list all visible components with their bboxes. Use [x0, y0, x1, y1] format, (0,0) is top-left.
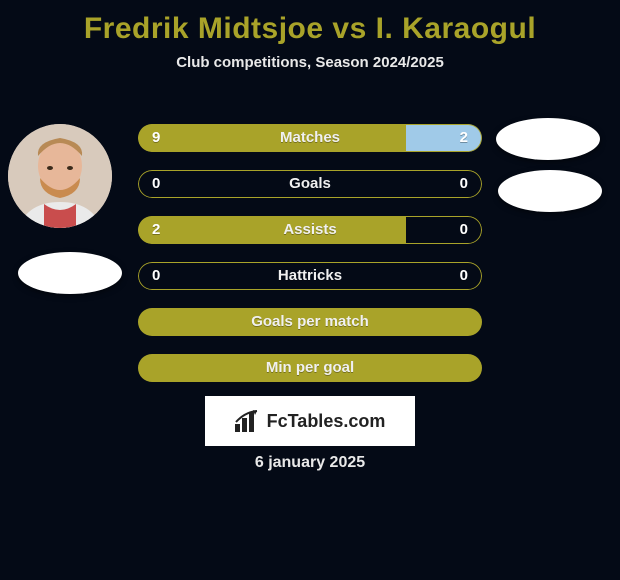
logo-text: FcTables.com: [267, 411, 386, 432]
comparison-title: Fredrik Midtsjoe vs I. Karaogul: [0, 0, 620, 46]
player2-name: I. Karaogul: [376, 12, 537, 45]
player2-flag: [498, 170, 602, 212]
vs-text: vs: [332, 12, 366, 45]
stat-row-assists: 20Assists: [138, 216, 482, 244]
player2-avatar: [496, 118, 600, 160]
avatar-placeholder-icon: [8, 124, 112, 228]
stat-label: Matches: [138, 124, 482, 152]
player1-avatar: [8, 124, 112, 228]
fctables-logo-icon: [235, 410, 261, 432]
logo-box: FcTables.com: [205, 396, 415, 446]
stat-label: Hattricks: [138, 262, 482, 290]
player1-name: Fredrik Midtsjoe: [84, 12, 324, 45]
subtitle: Club competitions, Season 2024/2025: [0, 54, 620, 71]
stat-row-hattricks: 00Hattricks: [138, 262, 482, 290]
stat-row-goals-per-match: Goals per match: [138, 308, 482, 336]
player1-flag: [18, 252, 122, 294]
stats-comparison-chart: 92Matches 00Goals 20Assists 00Hattricks Goal…: [138, 124, 482, 400]
stat-row-goals: 00Goals: [138, 170, 482, 198]
stat-label: Assists: [138, 216, 482, 244]
stat-row-matches: 92Matches: [138, 124, 482, 152]
stat-label: Goals: [138, 170, 482, 198]
date-text: 6 january 2025: [0, 454, 620, 472]
stat-row-min-per-goal: Min per goal: [138, 354, 482, 382]
